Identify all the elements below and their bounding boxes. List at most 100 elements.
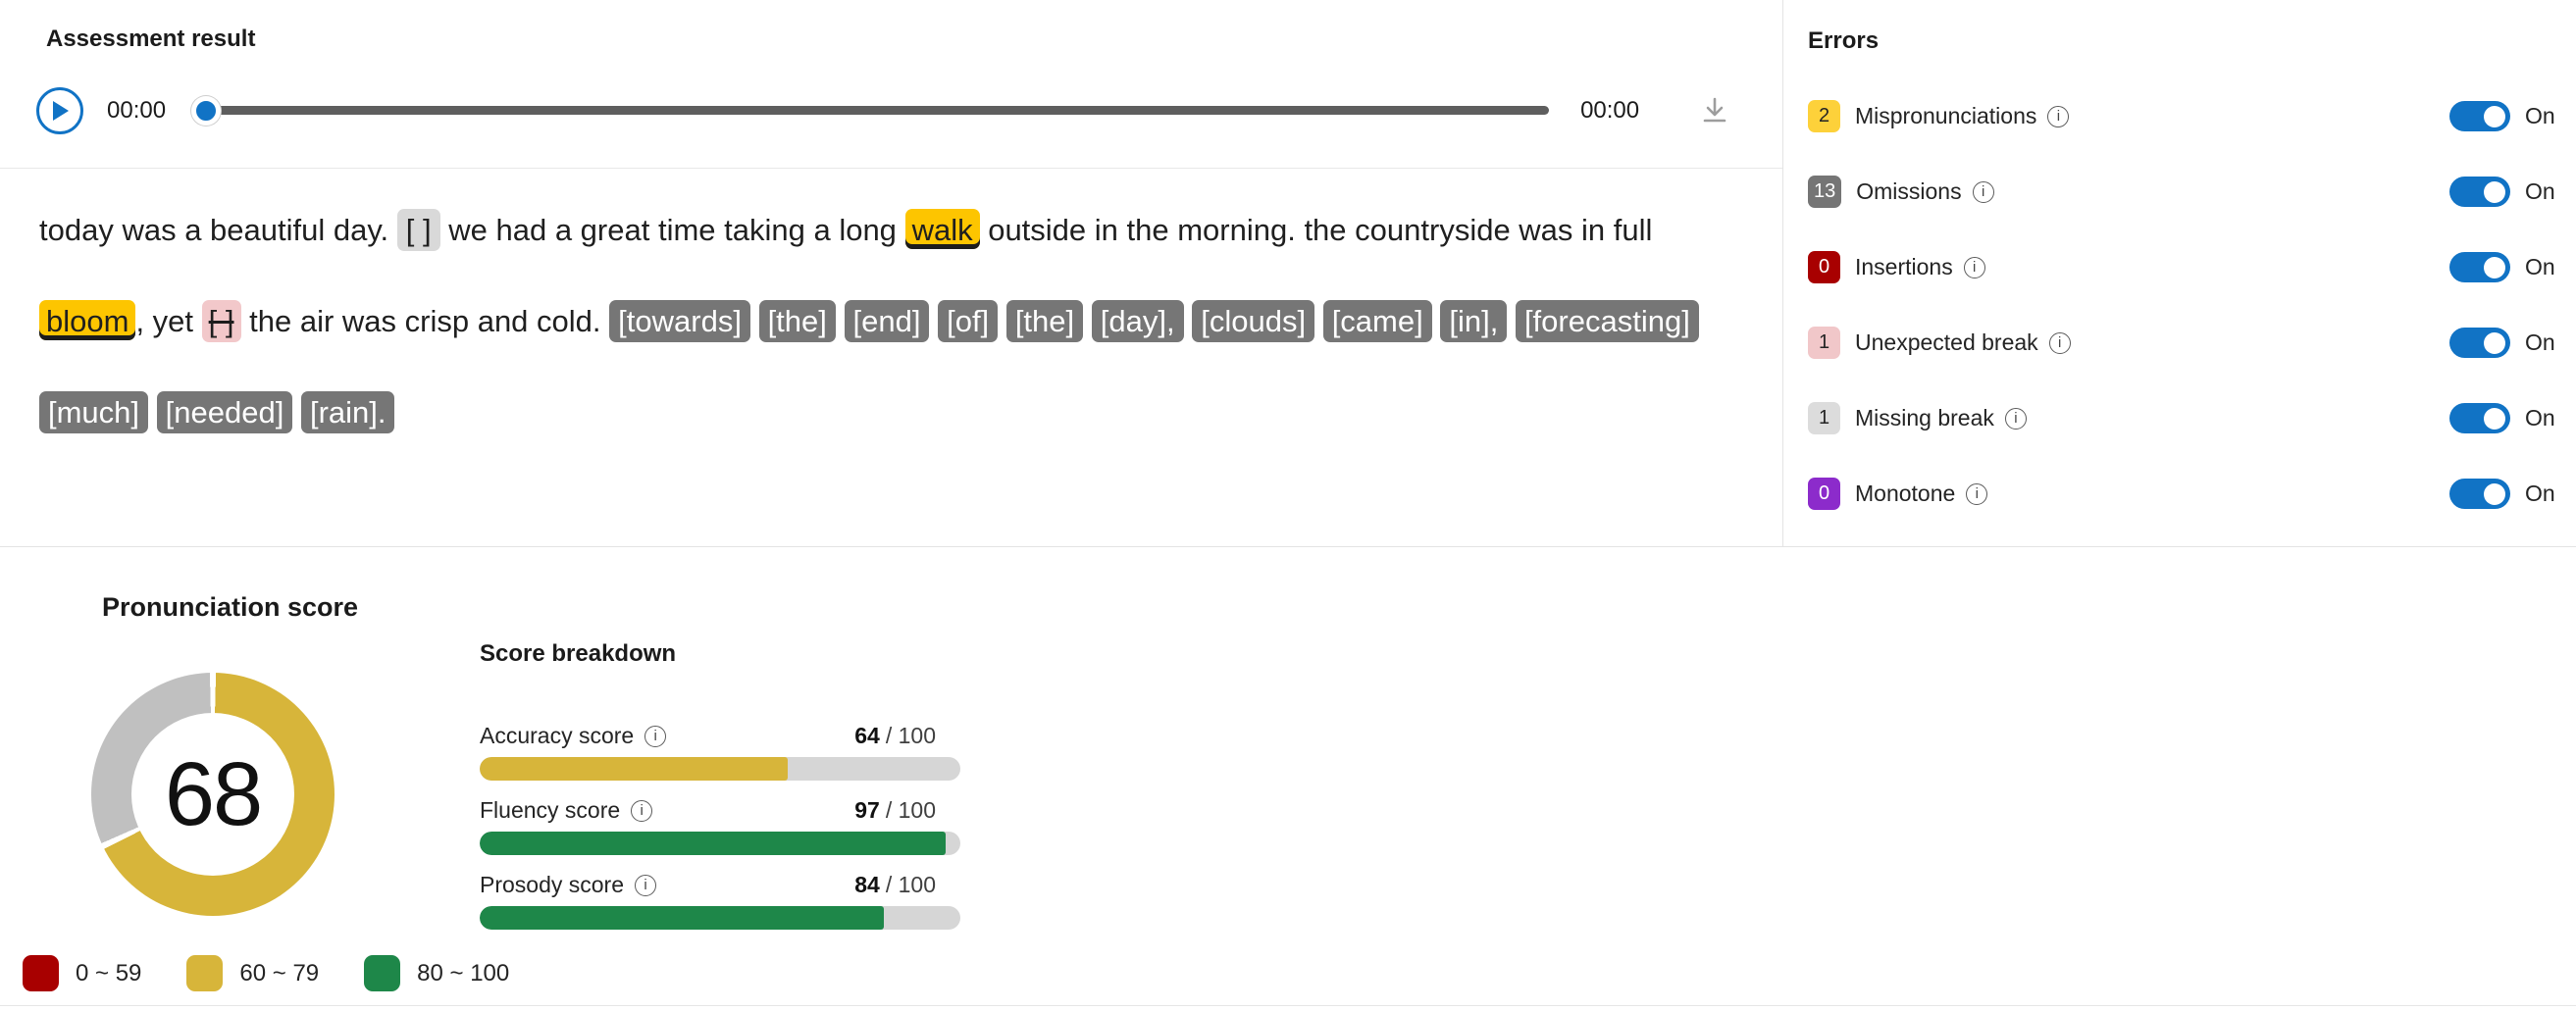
slider-thumb[interactable] (191, 95, 222, 126)
score-bar-track (480, 757, 960, 781)
token-missing-break[interactable]: [ ] (396, 209, 440, 251)
token-omission[interactable]: [came] (1322, 300, 1432, 342)
upper-section: Assessment result 00:00 00:00 (0, 0, 2576, 547)
error-toggle[interactable] (2449, 177, 2510, 207)
score-label: Accuracy score (480, 723, 635, 748)
error-toggle[interactable] (2449, 252, 2510, 282)
legend-label: 60 ~ 79 (239, 959, 320, 987)
toggle-state-label: On (2525, 178, 2555, 204)
error-label: Monotone (1855, 481, 1956, 506)
toggle-state-label: On (2525, 329, 2555, 355)
pronunciation-section: Pronunciation score 68 Score breakdown A… (0, 547, 2576, 1011)
assessment-panel: Assessment result 00:00 00:00 (0, 0, 1783, 546)
token-unexpected-break[interactable]: [ ] (201, 300, 241, 342)
token-mispronunciation[interactable]: walk (904, 209, 980, 249)
token-omission[interactable]: [day], (1091, 300, 1184, 342)
token-omission[interactable]: [much] (39, 391, 149, 433)
errors-panel-title: Errors (1808, 27, 1880, 54)
score-label: Fluency score (480, 797, 621, 823)
legend-swatch (23, 955, 59, 991)
info-icon[interactable] (2047, 105, 2070, 127)
score-value-wrap: 97/ 100 (854, 797, 936, 824)
token-omission[interactable]: [clouds] (1192, 300, 1315, 342)
errors-panel: Errors 2 Mispronunciations On 13 Omissio… (1783, 0, 2576, 546)
error-label: Omissions (1856, 178, 1962, 204)
info-icon[interactable] (1963, 256, 1985, 278)
download-icon (1703, 97, 1726, 122)
info-icon[interactable] (644, 725, 667, 747)
current-time-label: 00:00 (107, 96, 167, 124)
score-value-wrap: 84/ 100 (854, 872, 936, 898)
pronunciation-score-title: Pronunciation score (102, 592, 359, 622)
token-normal: , yet (135, 304, 194, 338)
download-button[interactable] (1700, 96, 1729, 126)
audio-player: 00:00 00:00 (0, 53, 1782, 169)
token-mispronunciation[interactable]: bloom (39, 300, 136, 340)
token-omission[interactable]: [needed] (156, 391, 293, 433)
error-label: Mispronunciations (1855, 103, 2037, 128)
info-icon[interactable] (1972, 180, 1994, 203)
toggle-state-label: On (2525, 481, 2555, 506)
error-label: Missing break (1855, 405, 1994, 430)
error-row: 0 Insertions On (1808, 229, 2566, 305)
score-value: 64 (854, 723, 880, 748)
toggle-state-label: On (2525, 103, 2555, 128)
token-normal: outside in the morning. the countryside … (988, 213, 1653, 247)
toggle-knob (2484, 407, 2505, 430)
token-omission[interactable]: [the] (1005, 300, 1084, 342)
error-count-badge: 2 (1808, 100, 1840, 132)
legend-swatch (364, 955, 401, 991)
error-count-badge: 0 (1808, 478, 1840, 510)
error-toggle[interactable] (2449, 403, 2510, 433)
score-range-legend: 0 ~ 59 60 ~ 79 80 ~ 100 (23, 955, 554, 991)
toggle-knob (2484, 105, 2505, 127)
score-value-wrap: 64/ 100 (854, 723, 936, 749)
pronunciation-score-donut: 68 (91, 673, 335, 916)
token-omission[interactable]: [in], (1440, 300, 1508, 342)
token-omission[interactable]: [towards] (609, 300, 750, 342)
token-omission[interactable]: [of] (938, 300, 999, 342)
audio-seek-slider[interactable] (191, 95, 1550, 126)
error-toggle[interactable] (2449, 479, 2510, 509)
error-count-badge: 1 (1808, 327, 1840, 359)
score-breakdown: Score breakdown Accuracy score 64/ 100 F… (480, 640, 962, 946)
error-toggle[interactable] (2449, 101, 2510, 131)
score-max: / 100 (885, 872, 936, 897)
error-toggle[interactable] (2449, 328, 2510, 358)
legend-label: 0 ~ 59 (76, 959, 142, 987)
errors-list: 2 Mispronunciations On 13 Omissions On 0… (1808, 78, 2566, 531)
donut-hole: 68 (131, 713, 294, 876)
toggle-knob (2484, 180, 2505, 203)
legend-item: 0 ~ 59 (23, 955, 141, 991)
token-omission[interactable]: [forecasting] (1515, 300, 1699, 342)
token-omission[interactable]: [end] (844, 300, 930, 342)
transcript-paragraph: today was a beautiful day. [ ] we had a … (0, 169, 1782, 458)
info-icon[interactable] (1966, 482, 1988, 505)
score-bar-fill (480, 832, 947, 855)
score-bar-fill (480, 757, 788, 781)
toggle-knob (2484, 331, 2505, 354)
info-icon[interactable] (2048, 331, 2071, 354)
token-omission[interactable]: [rain]. (300, 391, 395, 433)
legend-swatch (186, 955, 224, 991)
error-row: 2 Mispronunciations On (1808, 78, 2566, 154)
error-count-badge: 1 (1808, 402, 1840, 434)
score-row: Fluency score 97/ 100 (480, 797, 962, 855)
legend-item: 60 ~ 79 (186, 955, 319, 991)
legend-item: 80 ~ 100 (364, 955, 509, 991)
legend-label: 80 ~ 100 (417, 959, 510, 987)
error-row: 0 Monotone On (1808, 456, 2566, 531)
score-value: 97 (854, 797, 880, 823)
score-row: Accuracy score 64/ 100 (480, 723, 962, 781)
info-icon[interactable] (2004, 407, 2027, 430)
score-max: / 100 (885, 723, 936, 748)
info-icon[interactable] (635, 874, 657, 896)
score-breakdown-list: Accuracy score 64/ 100 Fluency score 97/… (480, 723, 962, 930)
play-button[interactable] (36, 86, 83, 134)
toggle-state-label: On (2525, 405, 2555, 430)
score-max: / 100 (885, 797, 936, 823)
token-omission[interactable]: [the] (758, 300, 836, 342)
toggle-knob (2484, 482, 2505, 505)
error-count-badge: 13 (1808, 176, 1842, 208)
info-icon[interactable] (631, 799, 653, 822)
